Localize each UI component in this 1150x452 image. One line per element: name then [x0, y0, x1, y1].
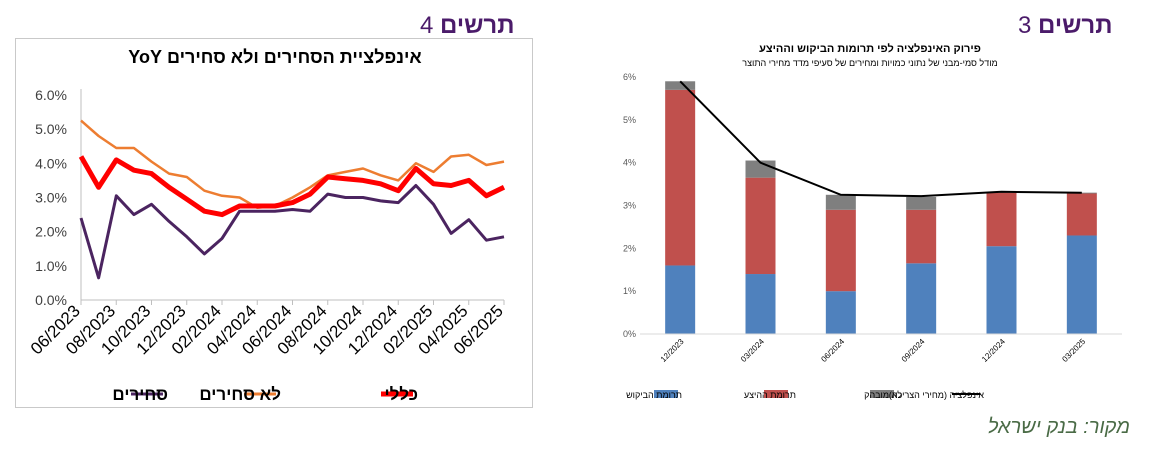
- bar-segment: [1066, 235, 1097, 334]
- y-tick-label: 5%: [623, 115, 636, 125]
- x-tick-label: 12/2023: [659, 337, 686, 364]
- legend-label: לא סחירים: [199, 385, 281, 404]
- y-tick-label: 3%: [623, 201, 636, 211]
- legend-label: תרומת הביקוש: [626, 390, 682, 400]
- x-tick-label: 03/2024: [739, 337, 766, 364]
- y-tick-label: 0%: [623, 329, 636, 339]
- bar-segment: [745, 274, 776, 334]
- bar-segment: [665, 81, 696, 90]
- x-tick-label: 03/2025: [1060, 337, 1087, 364]
- line-chart: אינפלציית הסחירים ולא סחירים YoY 0.0% 1.0%…: [27, 47, 507, 404]
- legend-label: לא מובהק: [864, 390, 902, 400]
- chart-title: אינפלציית הסחירים ולא סחירים YoY: [128, 47, 421, 67]
- legend-label: אינפלציה (מחירי הצריכה): [889, 390, 984, 400]
- y-tick-label: 1%: [623, 286, 636, 296]
- bar-segment: [665, 89, 696, 266]
- inflation-line: [679, 80, 1082, 198]
- series-line-0: [79, 184, 505, 280]
- y-tick-label: 0.0%: [35, 292, 67, 308]
- y-tick-label: 6.0%: [35, 87, 67, 103]
- bar-segment: [906, 196, 937, 210]
- y-tick-label: 2%: [623, 243, 636, 253]
- source-note: מקור: בנק ישראל: [987, 416, 1130, 438]
- y-tick-label: 2.0%: [35, 224, 67, 240]
- left-figure-word: תרשים: [440, 12, 515, 39]
- bar-segment: [986, 192, 1017, 247]
- y-tick-label: 4.0%: [35, 155, 67, 171]
- x-tick-label: 12/2024: [980, 337, 1007, 364]
- right-figure-word: תרשים: [1038, 12, 1113, 39]
- left-figure-heading: 4 תרשים: [420, 12, 514, 40]
- legend-label: תרומת ההיצע: [744, 390, 796, 400]
- bar-segment: [665, 265, 696, 334]
- stacked-bar-chart: פירוק האינפלציה לפי תרומות הביקוש וההיצע…: [623, 42, 1122, 400]
- legend-swatch: [654, 390, 678, 398]
- x-tick-label: 06/2024: [819, 337, 846, 364]
- series-line-1: [80, 119, 505, 210]
- chart-subtitle: מודל סמי-מבני של נתוני כמויות ומחירים של…: [742, 58, 997, 68]
- bar-segment: [986, 246, 1017, 334]
- line-chart-frame: אינפלציית הסחירים ולא סחירים YoY 0.0% 1.0%…: [15, 38, 533, 408]
- bar-segment: [745, 177, 776, 275]
- right-figure-heading: 3 תרשים: [1018, 12, 1112, 40]
- y-tick-label: 1.0%: [35, 258, 67, 274]
- y-tick-label: 4%: [623, 158, 636, 168]
- legend-swatch: [870, 390, 894, 398]
- y-tick-label: 3.0%: [35, 190, 67, 206]
- bar-segment: [906, 209, 937, 264]
- y-tick-label: 5.0%: [35, 121, 67, 137]
- y-tick-label: 6%: [623, 72, 636, 82]
- left-figure-number: 4: [420, 12, 434, 39]
- bar-segment: [825, 291, 856, 334]
- legend-label: כללי: [385, 385, 418, 404]
- bar-segment: [825, 194, 856, 210]
- legend-label: סחירים: [112, 385, 168, 404]
- series-line-2: [78, 155, 506, 218]
- bar-segment: [1066, 192, 1097, 194]
- chart-title: פירוק האינפלציה לפי תרומות הביקוש וההיצע: [759, 42, 981, 55]
- legend-swatch: [764, 390, 788, 398]
- x-tick-label: 09/2024: [900, 337, 927, 364]
- bar-segment: [825, 209, 856, 292]
- bar-segment: [1066, 193, 1097, 236]
- bar-segment: [906, 263, 937, 334]
- right-figure-number: 3: [1018, 12, 1032, 39]
